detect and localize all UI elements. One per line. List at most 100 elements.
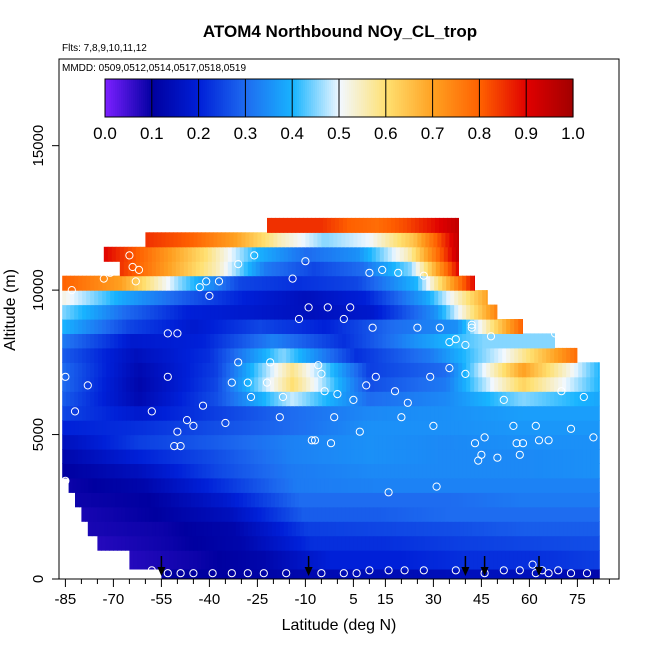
heatmap-cell bbox=[595, 521, 600, 537]
heatmap-cell bbox=[394, 362, 399, 378]
heatmap-cell bbox=[263, 521, 269, 537]
heatmap-cell bbox=[284, 477, 290, 493]
heatmap-cell bbox=[483, 521, 489, 537]
heatmap-cell bbox=[266, 376, 271, 392]
heatmap-cell bbox=[213, 550, 218, 570]
heatmap-cell bbox=[502, 391, 507, 407]
heatmap-cell bbox=[375, 261, 381, 277]
heatmap-cell bbox=[482, 333, 487, 349]
heatmap-cell bbox=[229, 506, 234, 522]
heatmap-cell bbox=[350, 319, 355, 334]
heatmap-cell bbox=[403, 521, 409, 537]
heatmap-cell bbox=[508, 477, 514, 493]
heatmap-cell bbox=[325, 535, 330, 551]
colorbar-frame bbox=[104, 78, 574, 118]
heatmap-cell bbox=[559, 521, 565, 537]
colorbar-swatch bbox=[303, 79, 306, 117]
heatmap-cell bbox=[450, 391, 455, 407]
heatmap-cell bbox=[450, 434, 455, 450]
heatmap-cell bbox=[465, 550, 470, 570]
heatmap-cell bbox=[370, 463, 375, 479]
heatmap-cell bbox=[357, 232, 362, 248]
colorbar-swatch bbox=[255, 79, 258, 117]
heatmap-cell bbox=[258, 434, 263, 450]
heatmap-cell bbox=[457, 568, 462, 579]
heatmap-cell bbox=[318, 304, 323, 320]
heatmap-cell bbox=[163, 521, 169, 537]
colorbar-swatch bbox=[121, 79, 124, 117]
heatmap-cell bbox=[343, 246, 349, 262]
heatmap-cell bbox=[542, 362, 547, 378]
heatmap-cell bbox=[502, 405, 507, 421]
heatmap-cell bbox=[102, 405, 107, 421]
heatmap-cell bbox=[410, 391, 415, 407]
heatmap-cell bbox=[62, 376, 67, 392]
heatmap-cell bbox=[334, 290, 339, 306]
heatmap-cell bbox=[530, 449, 535, 464]
heatmap-cell bbox=[470, 449, 475, 464]
heatmap-cell bbox=[478, 290, 483, 306]
heatmap-cell bbox=[526, 391, 531, 407]
heatmap-cell bbox=[546, 362, 551, 378]
heatmap-cell bbox=[257, 550, 262, 570]
heatmap-cell bbox=[382, 362, 387, 378]
sample-point bbox=[176, 569, 185, 578]
heatmap-cell bbox=[462, 333, 467, 349]
heatmap-cell bbox=[122, 347, 127, 363]
heatmap-cell bbox=[466, 333, 471, 349]
heatmap-cell bbox=[329, 568, 334, 579]
y-tick-label: 10000 bbox=[30, 269, 47, 311]
sample-point bbox=[250, 251, 259, 260]
heatmap-cell bbox=[134, 405, 139, 421]
heatmap-cell bbox=[130, 319, 135, 334]
heatmap-cell bbox=[262, 376, 267, 392]
heatmap-cell bbox=[442, 304, 447, 320]
heatmap-cell bbox=[526, 376, 531, 392]
heatmap-cell bbox=[174, 319, 179, 334]
heatmap-cell bbox=[366, 434, 371, 450]
arrow-marker bbox=[461, 556, 470, 576]
heatmap-cell bbox=[190, 463, 195, 479]
heatmap-cell bbox=[369, 550, 374, 570]
heatmap-cell bbox=[298, 391, 303, 407]
heatmap-cell bbox=[490, 463, 495, 479]
heatmap-cell bbox=[402, 405, 407, 421]
sample-point bbox=[310, 436, 320, 445]
heatmap-cell bbox=[266, 319, 271, 334]
heatmap-cell bbox=[349, 232, 354, 248]
heatmap-cell bbox=[302, 319, 307, 334]
heatmap-cell bbox=[350, 449, 355, 464]
heatmap-cell bbox=[201, 232, 206, 248]
heatmap-cell bbox=[151, 492, 156, 508]
heatmap-cell bbox=[182, 449, 187, 464]
heatmap-cell bbox=[134, 376, 139, 392]
heatmap-cell bbox=[90, 333, 95, 349]
heatmap-cell bbox=[374, 434, 379, 450]
heatmap-cell bbox=[326, 290, 331, 306]
heatmap-cell bbox=[106, 463, 111, 479]
heatmap-cell bbox=[319, 492, 324, 508]
heatmap-cell bbox=[586, 449, 591, 464]
heatmap-cell bbox=[362, 362, 367, 378]
colorbar-swatch bbox=[195, 79, 198, 117]
heatmap-cell bbox=[274, 275, 279, 291]
heatmap-cell bbox=[429, 568, 434, 579]
heatmap-cell bbox=[589, 568, 594, 579]
heatmap-cell bbox=[206, 319, 211, 334]
heatmap-cell bbox=[542, 376, 547, 392]
heatmap-cell bbox=[334, 449, 339, 464]
heatmap-cell bbox=[570, 405, 575, 421]
heatmap-cell bbox=[158, 304, 163, 320]
heatmap-cell bbox=[534, 333, 539, 349]
heatmap-cell bbox=[495, 521, 501, 537]
heatmap-cell bbox=[421, 535, 426, 551]
colorbar-swatch bbox=[167, 79, 170, 117]
heatmap-cell bbox=[314, 449, 319, 464]
heatmap-cell bbox=[346, 333, 351, 349]
heatmap-cell bbox=[519, 492, 524, 508]
heatmap-cell bbox=[241, 232, 246, 248]
heatmap-cell bbox=[70, 391, 75, 407]
heatmap-cell bbox=[490, 333, 495, 349]
heatmap-cell bbox=[470, 304, 475, 320]
heatmap-cell bbox=[302, 290, 307, 306]
